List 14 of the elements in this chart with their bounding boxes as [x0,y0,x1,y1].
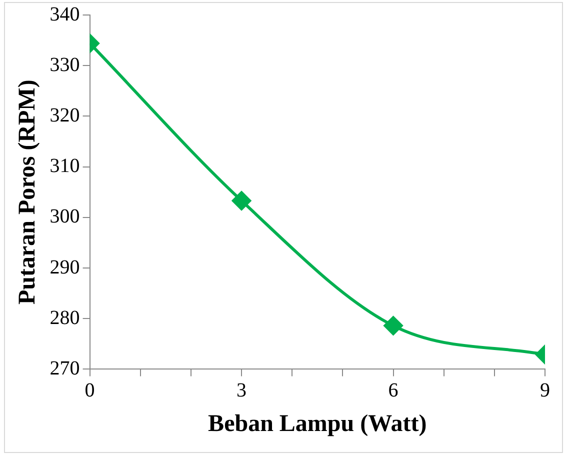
y-tick-label: 310 [50,155,80,178]
y-tick-label: 330 [50,54,80,76]
y-tick-label: 280 [50,306,80,329]
x-tick-label: 9 [540,379,550,402]
x-axis-title: Beban Lampu (Watt) [208,410,427,437]
x-tick-label: 3 [236,379,247,402]
y-tick-label: 320 [50,104,80,126]
y-tick-label: 290 [50,256,80,278]
y-tick-label: 270 [50,357,80,380]
x-tick-label: 0 [84,379,95,402]
y-tick-label: 340 [50,3,80,26]
x-tick-label: 6 [388,379,398,402]
y-axis-title: Putaran Poros (RPM) [14,80,41,305]
y-tick-label: 300 [50,206,80,228]
